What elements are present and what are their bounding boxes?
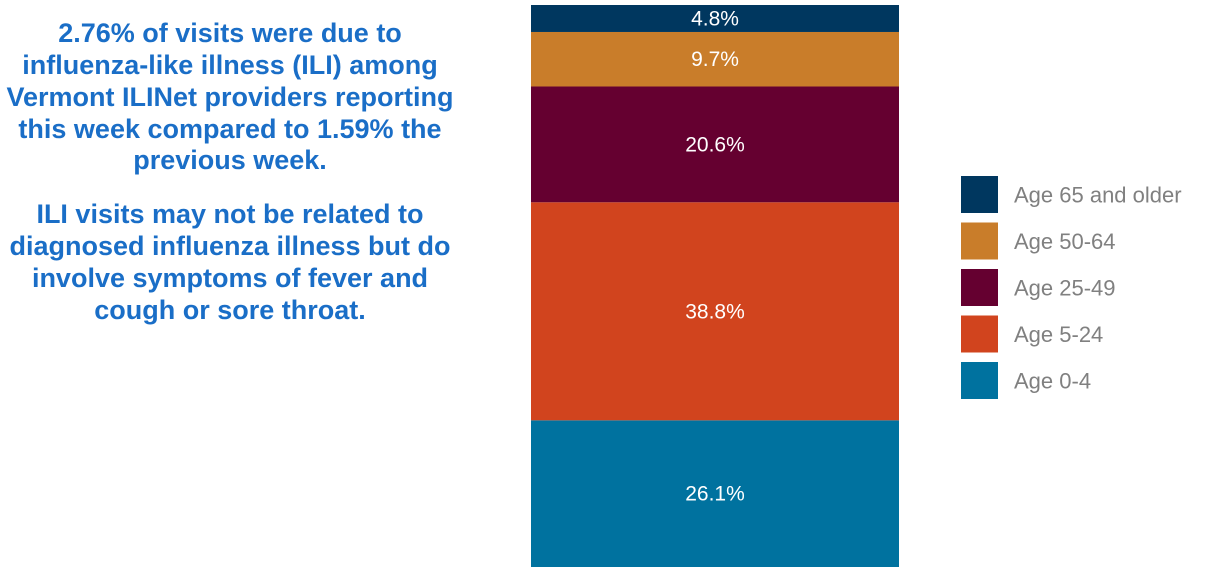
legend-label-age-0-4: Age 0-4 xyxy=(1014,369,1091,394)
legend-swatch-age-50-64 xyxy=(961,222,998,260)
legend-label-age-65-and-older: Age 65 and older xyxy=(1014,183,1182,208)
legend-swatch-age-65-and-older xyxy=(961,176,998,213)
legend-label-age-25-49: Age 25-49 xyxy=(1014,276,1116,301)
summary-paragraph-ili-note: ILI visits may not be related to diagnos… xyxy=(9,199,451,325)
summary-paragraph-visits: 2.76% of visits were due to influenza-li… xyxy=(6,18,454,176)
bar-segment-age-0-4 xyxy=(531,420,899,567)
legend-label-age-50-64: Age 50-64 xyxy=(1014,229,1116,254)
stacked-bar: 26.1% 38.8% 20.6% 9.7% 4.8% xyxy=(531,5,899,567)
bar-segment-age-5-24 xyxy=(531,202,899,421)
legend-swatch-age-25-49 xyxy=(961,269,998,306)
bar-segment-age-25-49 xyxy=(531,86,899,203)
legend-swatch-age-5-24 xyxy=(961,315,998,353)
data-label-age-25-49: 20.6% xyxy=(685,133,745,156)
summary-text: 2.76% of visits were due to influenza-li… xyxy=(0,18,460,349)
legend: Age 65 and older Age 50-64 Age 25-49 Age 5-… xyxy=(961,176,1182,399)
legend-label-age-5-24: Age 5-24 xyxy=(1014,322,1103,347)
data-label-age-5-24: 38.8% xyxy=(685,300,745,323)
data-label-age-65-and-older: 4.8% xyxy=(691,7,739,30)
bar-segment-age-50-64 xyxy=(531,31,899,87)
data-label-age-0-4: 26.1% xyxy=(685,483,745,506)
bar-segment-age-65-and-older xyxy=(531,5,899,32)
legend-swatch-age-0-4 xyxy=(961,362,998,399)
data-label-age-50-64: 9.7% xyxy=(691,48,739,71)
